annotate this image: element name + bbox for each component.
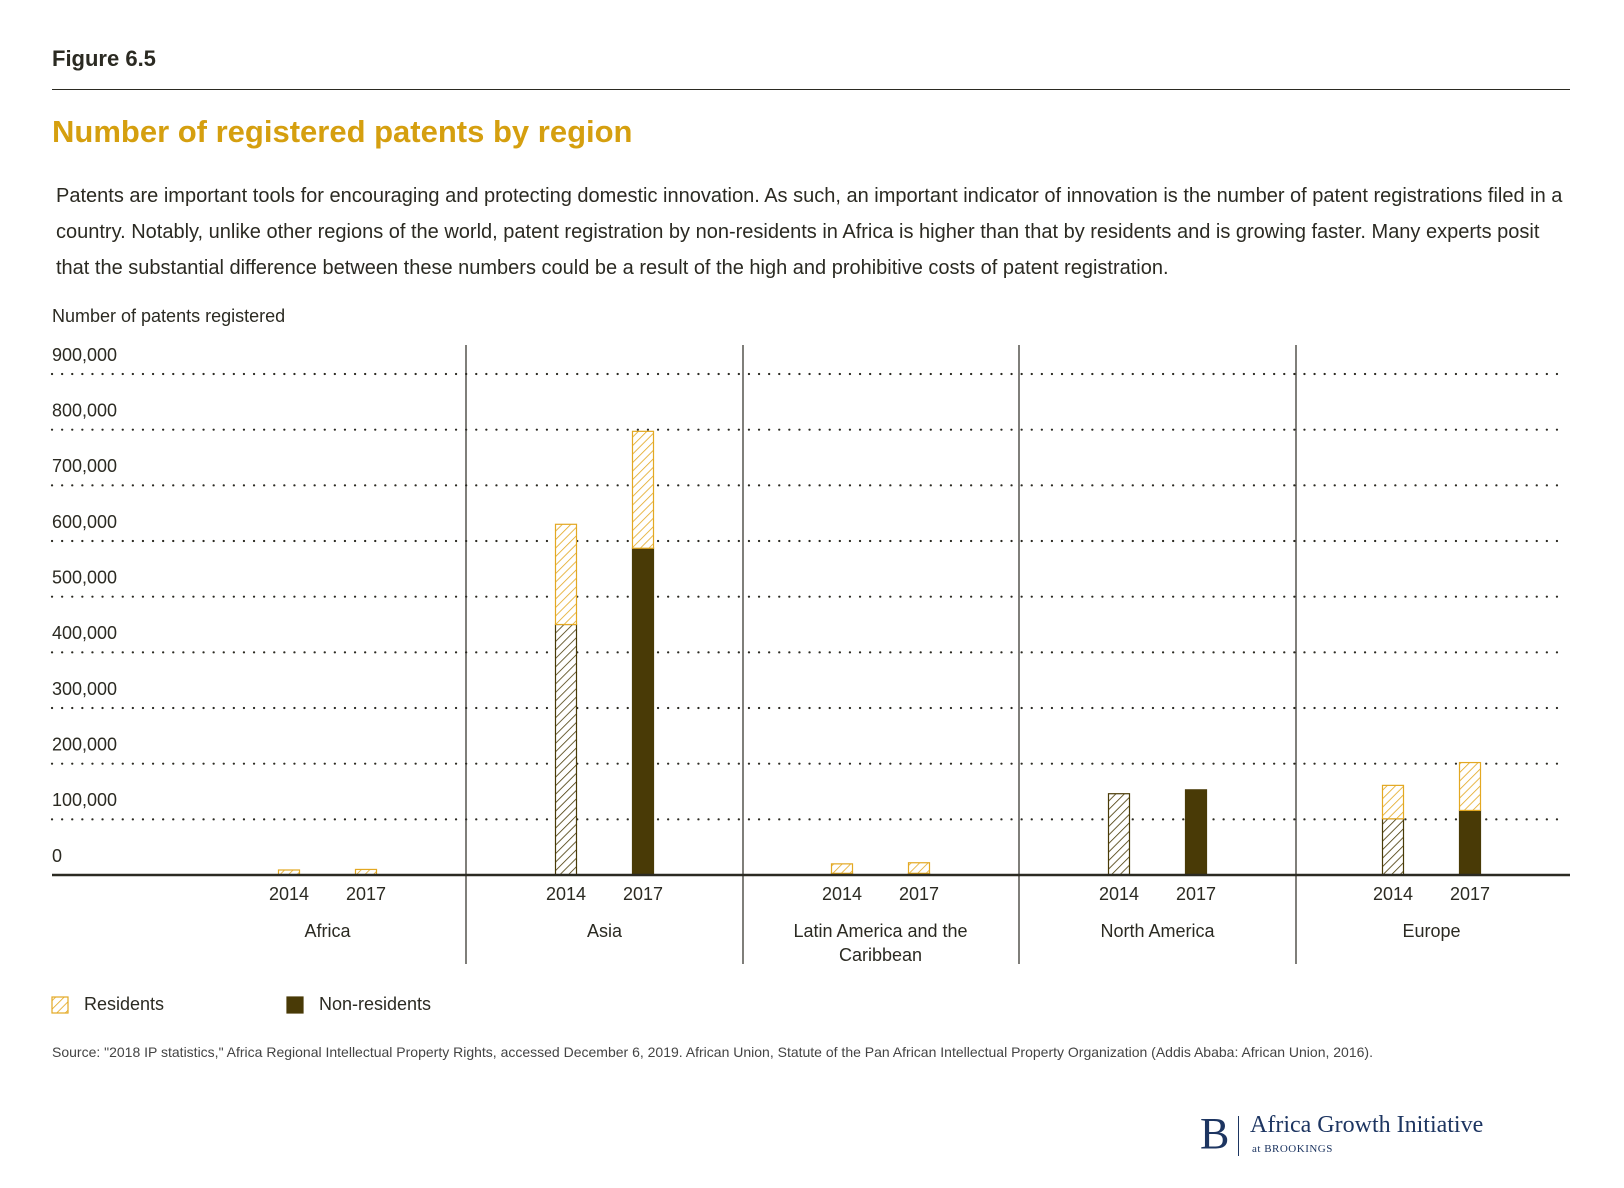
x-tick-label: 2017 (623, 884, 663, 904)
bar-segment (554, 623, 578, 876)
bar-segment (1381, 818, 1405, 876)
legend-swatch (286, 996, 304, 1014)
x-tick-label: 2014 (1373, 884, 1413, 904)
x-tick-label: 2014 (546, 884, 586, 904)
header-rule (52, 89, 1570, 90)
y-tick-label: 100,000 (52, 790, 117, 810)
source: Source: "2018 IP statistics," Africa Reg… (52, 1044, 1373, 1060)
y-tick-label: 500,000 (52, 567, 117, 587)
x-tick-label: 2017 (899, 884, 939, 904)
bar-segment (1458, 761, 1482, 812)
group-label: Europe (1402, 921, 1461, 941)
bar-segment (554, 523, 578, 626)
legend-label: Residents (84, 994, 164, 1014)
group-label: Asia (586, 921, 622, 941)
x-tick-label: 2017 (346, 884, 386, 904)
x-tick-label: 2017 (1176, 884, 1216, 904)
y-tick-label: 900,000 (52, 345, 117, 365)
description: Patents are important tools for encourag… (56, 185, 1563, 279)
logo-divider (1238, 1116, 1239, 1156)
y-tick-label: 400,000 (52, 623, 117, 643)
y-tick-label: 300,000 (52, 679, 117, 699)
logo-name: Africa Growth Initiative (1250, 1112, 1484, 1138)
logo-sub: at BROOKINGS (1252, 1143, 1333, 1155)
legend-label: Non-residents (319, 994, 431, 1014)
bar-segment (631, 547, 655, 876)
bar-segment (907, 862, 931, 874)
logo-mark: B (1200, 1109, 1230, 1158)
x-tick-label: 2017 (1450, 884, 1490, 904)
bar-segment (1107, 793, 1131, 876)
bar-segment (1184, 789, 1208, 876)
x-tick-label: 2014 (822, 884, 862, 904)
bar-segment (1458, 809, 1482, 876)
bar-segment (830, 863, 854, 874)
y-tick-label: 0 (52, 846, 62, 866)
group-label: Africa (304, 921, 351, 941)
y-tick-label: 600,000 (52, 512, 117, 532)
x-tick-label: 2014 (1099, 884, 1139, 904)
legend-swatch (51, 996, 69, 1014)
group-label: Latin America and the Caribbean (793, 921, 968, 965)
x-tick-label: 2014 (269, 884, 309, 904)
y-tick-label: 200,000 (52, 734, 117, 754)
y-axis-label: Number of patents registered (52, 306, 285, 326)
chart-title: Number of registered patents by region (52, 114, 633, 149)
group-label: North America (1100, 921, 1215, 941)
bar-segment (631, 430, 655, 549)
y-tick-label: 700,000 (52, 456, 117, 476)
bar-segment (1381, 784, 1405, 820)
figure-label: Figure 6.5 (52, 46, 156, 71)
y-tick-label: 800,000 (52, 400, 117, 420)
